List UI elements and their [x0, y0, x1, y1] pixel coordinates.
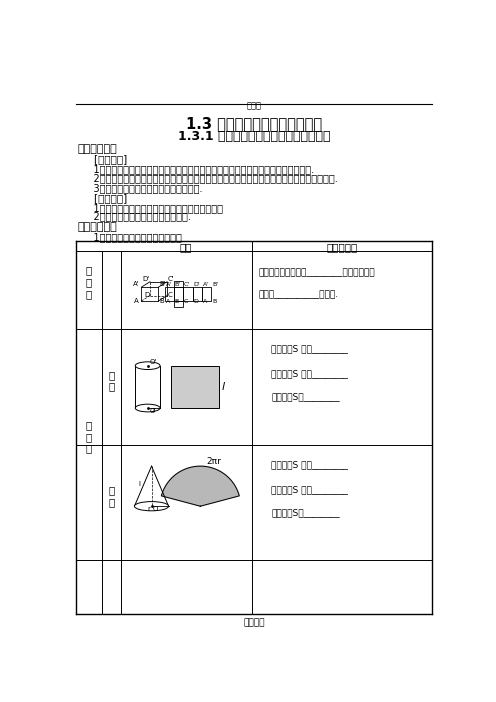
Text: 高中数学: 高中数学 [244, 618, 265, 628]
Text: 【考纲要求】: 【考纲要求】 [77, 145, 117, 154]
Text: 多面体的表面积就是________的面积的和，: 多面体的表面积就是________的面积的和， [258, 268, 374, 277]
Text: A': A' [132, 282, 139, 287]
Bar [174, 281, 184, 287]
Text: D: D [144, 292, 149, 298]
Text: B: B [212, 298, 216, 303]
Text: 1．多面体与旋转体的表面积公式: 1．多面体与旋转体的表面积公式 [80, 232, 182, 242]
Text: 多
面
体: 多 面 体 [86, 265, 92, 299]
Text: B': B' [212, 282, 218, 287]
Text: 底面积：S 底＝________: 底面积：S 底＝________ [271, 460, 348, 469]
Text: O: O [153, 506, 158, 512]
Text: 1．通过对柱体、锥体、台体的研究，掌握柱体、锥体、台体的表面积和体积的求法.: 1．通过对柱体、锥体、台体的研究，掌握柱体、锥体、台体的表面积和体积的求法. [80, 164, 314, 174]
Bar [165, 287, 174, 301]
Text: 打印版: 打印版 [247, 101, 262, 110]
Text: [学习目标]: [学习目标] [80, 154, 127, 164]
Text: B: B [159, 298, 164, 303]
Bar [174, 287, 184, 301]
Text: 侧面积：S 侧＝________: 侧面积：S 侧＝________ [271, 369, 348, 378]
Text: O: O [149, 408, 155, 413]
Text: 侧面积：S 侧＝________: 侧面积：S 侧＝________ [271, 484, 348, 494]
Text: D': D' [142, 276, 149, 282]
Text: C: C [184, 298, 188, 303]
Text: l: l [221, 382, 224, 392]
Bar [171, 366, 219, 408]
Text: A: A [134, 298, 139, 303]
Text: 2．能运用公式求解柱体、锥体和台体的表面积，并且熟透台体、柱体和锥体之间的转换关系.: 2．能运用公式求解柱体、锥体和台体的表面积，并且熟透台体、柱体和锥体之间的转换关… [80, 173, 337, 183]
Text: 表面积：S＝________: 表面积：S＝________ [271, 392, 340, 402]
Text: C: C [168, 292, 173, 298]
Text: C': C' [168, 276, 175, 282]
Text: 3．培养学生的空间想象能力和思维能力.: 3．培养学生的空间想象能力和思维能力. [80, 183, 202, 193]
Text: 【自主学习】: 【自主学习】 [77, 222, 117, 232]
Text: 圆
柱: 圆 柱 [109, 370, 115, 392]
Polygon shape [161, 466, 239, 506]
Text: A: A [166, 298, 170, 303]
Text: 表面积：S＝________: 表面积：S＝________ [271, 508, 340, 517]
Text: 圆
锥: 圆 锥 [109, 485, 115, 507]
Text: C': C' [184, 282, 190, 287]
Text: D: D [193, 298, 198, 303]
Bar [192, 287, 202, 301]
Text: 表面积公式: 表面积公式 [326, 242, 358, 252]
Ellipse shape [135, 362, 160, 369]
Text: B: B [175, 298, 179, 303]
Text: D': D' [193, 282, 200, 287]
Text: A: A [203, 298, 207, 303]
Bar [184, 287, 192, 301]
Text: B': B' [159, 282, 166, 287]
Ellipse shape [135, 404, 160, 412]
Text: 1.3 空间几何体的表面积与体积: 1.3 空间几何体的表面积与体积 [186, 117, 322, 131]
Text: 1.3.1 柱体、锥体、台体的表面积与体积: 1.3.1 柱体、锥体、台体的表面积与体积 [178, 131, 330, 143]
Text: 2．求组合体的表面积与体积是难点.: 2．求组合体的表面积与体积是难点. [80, 211, 190, 221]
Text: A': A' [166, 282, 172, 287]
Text: 1．求柱体、锥体、台体的表面积与体积是重点；: 1．求柱体、锥体、台体的表面积与体积是重点； [80, 203, 223, 213]
Text: 底面积：S 底＝________: 底面积：S 底＝________ [271, 345, 348, 354]
Text: O': O' [149, 359, 156, 365]
Text: 旋
转
体: 旋 转 体 [86, 420, 92, 453]
Text: 2πr: 2πr [206, 457, 221, 466]
Bar [202, 287, 211, 301]
Text: l: l [138, 481, 140, 487]
Bar [174, 301, 184, 307]
Text: r: r [152, 407, 155, 413]
Text: r: r [148, 506, 151, 512]
Text: 图形: 图形 [180, 242, 192, 252]
Ellipse shape [134, 502, 169, 511]
Text: A': A' [203, 282, 209, 287]
Text: B': B' [175, 282, 181, 287]
Text: [目标解读]: [目标解读] [80, 193, 127, 203]
Text: 也就是__________的面积.: 也就是__________的面积. [258, 290, 338, 299]
